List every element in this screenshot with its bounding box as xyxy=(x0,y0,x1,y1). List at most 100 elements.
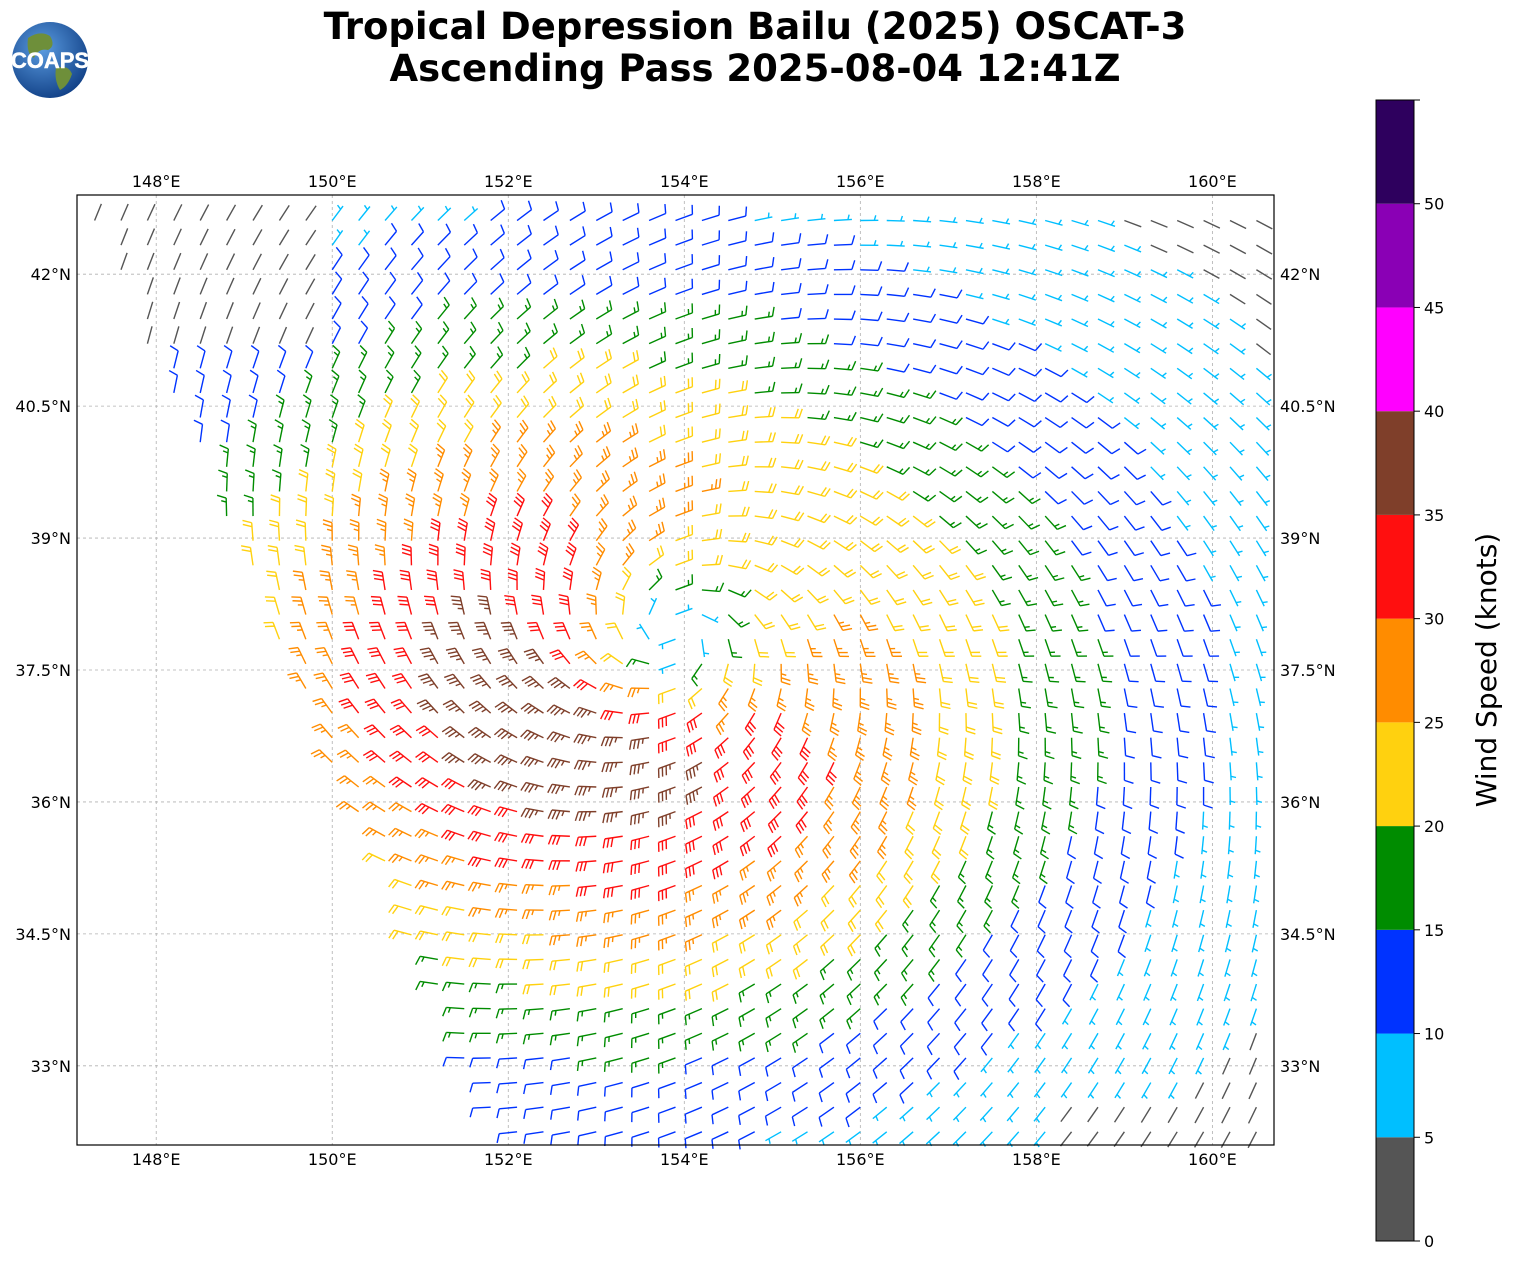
wind-barb xyxy=(1142,1032,1152,1050)
wind-barb xyxy=(495,1007,518,1019)
wind-barb xyxy=(886,389,910,399)
wind-barb xyxy=(1251,934,1259,953)
wind-barb xyxy=(1255,564,1269,582)
wind-barb xyxy=(657,687,676,705)
wind-barb xyxy=(657,1081,676,1099)
wind-barb xyxy=(622,325,640,345)
wind-barb xyxy=(173,252,182,271)
wind-barb xyxy=(615,592,626,615)
wind-barb xyxy=(1123,614,1142,632)
wind-barb xyxy=(173,326,180,344)
wind-barb xyxy=(516,468,527,492)
wind-barb xyxy=(739,835,756,857)
wind-barb xyxy=(316,621,333,640)
wind-barb xyxy=(543,323,558,345)
wind-barb xyxy=(531,594,545,615)
wind-barb xyxy=(939,267,958,274)
wind-barb xyxy=(648,568,663,591)
wind-barb xyxy=(440,803,465,816)
wind-barb xyxy=(781,333,803,345)
wind-barb xyxy=(542,420,557,443)
wind-barb xyxy=(1229,466,1245,481)
wind-barb xyxy=(1123,589,1143,607)
wind-barb xyxy=(312,697,333,714)
wind-barb xyxy=(1222,1057,1231,1075)
wind-barb xyxy=(1070,614,1089,632)
wind-barb xyxy=(728,305,748,320)
wind-barb xyxy=(361,852,386,863)
wind-barb xyxy=(886,515,910,527)
wind-barb xyxy=(1176,490,1192,506)
wind-barb xyxy=(820,885,835,908)
wind-barb xyxy=(353,443,364,467)
wind-barb xyxy=(833,386,857,396)
wind-barb xyxy=(873,958,888,982)
wind-barb xyxy=(754,614,775,630)
wind-barb xyxy=(629,786,650,801)
wind-barb xyxy=(1067,811,1078,835)
wind-barb xyxy=(168,369,179,394)
lat-tick-label: 36°N xyxy=(1280,793,1320,812)
wind-barb xyxy=(859,663,873,684)
wind-barb xyxy=(1175,811,1185,834)
wind-barb xyxy=(711,1106,729,1125)
wind-barb xyxy=(1203,343,1220,355)
wind-barb xyxy=(767,835,782,858)
wind-barb xyxy=(913,288,936,298)
wind-barb xyxy=(1018,614,1036,632)
wind-barb xyxy=(860,311,883,322)
wind-barb xyxy=(711,1008,729,1027)
wind-barb xyxy=(252,204,263,221)
wind-barb xyxy=(569,275,586,295)
wind-barb xyxy=(1203,441,1219,456)
wind-barb xyxy=(807,334,830,345)
wind-barb xyxy=(1176,367,1194,380)
wind-barb xyxy=(622,374,639,394)
wind-barb xyxy=(1194,1106,1205,1124)
wind-barb xyxy=(684,1057,703,1075)
wind-barb xyxy=(358,229,371,246)
wind-barb xyxy=(860,215,879,222)
wind-barb xyxy=(1226,885,1233,904)
wind-barb xyxy=(548,934,570,946)
wind-barb xyxy=(684,884,703,903)
wind-barb xyxy=(1150,293,1168,304)
wind-barb xyxy=(906,786,917,811)
wind-barb xyxy=(622,227,640,246)
wind-barb xyxy=(352,468,363,492)
wind-barb xyxy=(414,905,439,916)
wind-barb xyxy=(330,394,339,418)
wind-barb xyxy=(1176,392,1193,405)
wind-barb xyxy=(872,1106,888,1122)
wind-barb xyxy=(1071,490,1094,505)
wind-barb xyxy=(358,271,370,295)
wind-barb xyxy=(648,326,667,345)
wind-barb xyxy=(243,494,254,517)
wind-barb xyxy=(344,596,360,615)
wind-barb xyxy=(711,983,729,1002)
wind-barb xyxy=(516,419,529,443)
wind-barb xyxy=(1140,1106,1152,1123)
wind-barb xyxy=(833,540,857,552)
wind-barb xyxy=(325,468,336,492)
wind-barb xyxy=(220,419,230,443)
wind-barb xyxy=(346,570,360,591)
lon-tick-label: 160°E xyxy=(1188,172,1237,191)
wind-barb xyxy=(701,528,723,542)
wind-barb xyxy=(276,369,286,394)
wind-barb xyxy=(807,213,826,222)
wind-barb xyxy=(621,566,632,591)
wind-barb xyxy=(886,564,908,580)
lat-tick-label: 34.5°N xyxy=(1280,925,1336,944)
wind-barb xyxy=(701,255,721,271)
wind-barb xyxy=(516,346,531,369)
wind-barb xyxy=(442,1006,465,1017)
wind-barb xyxy=(410,205,425,221)
colorbar-tick-label: 35 xyxy=(1424,506,1444,525)
wind-barb xyxy=(846,983,861,1006)
wind-barb xyxy=(953,1057,967,1080)
wind-barb xyxy=(791,1057,808,1078)
wind-barb xyxy=(988,786,999,810)
wind-barb xyxy=(622,252,640,271)
wind-barb xyxy=(331,204,344,221)
